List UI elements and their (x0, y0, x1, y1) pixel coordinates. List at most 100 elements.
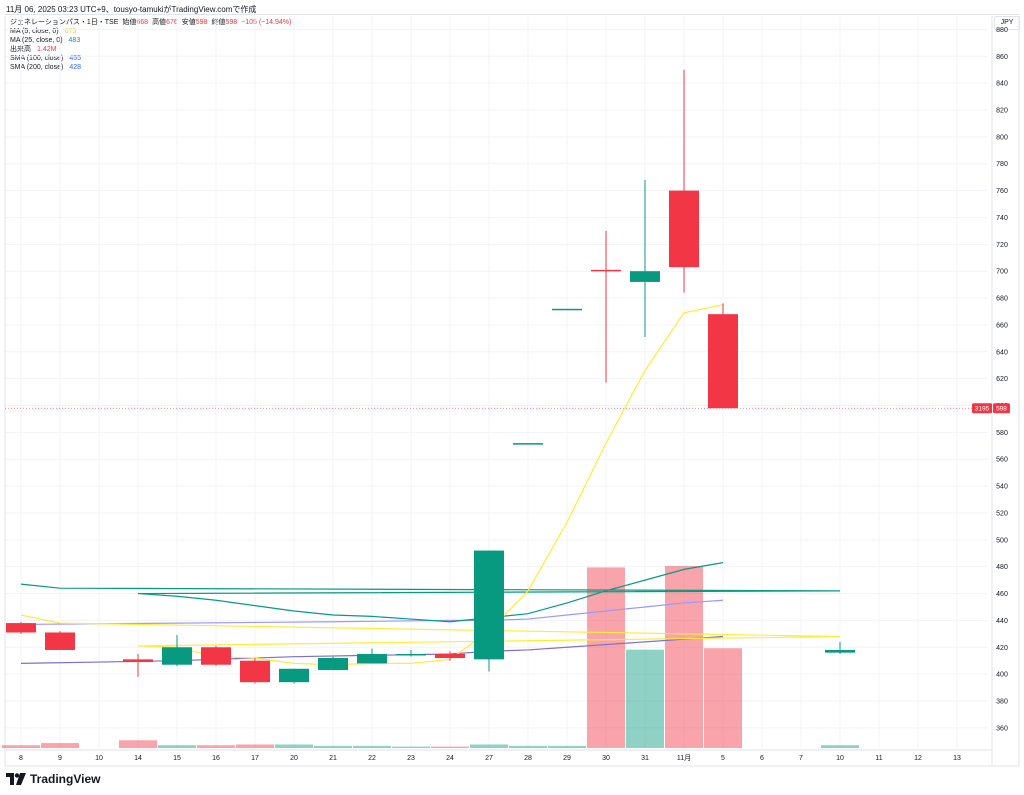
candle-body (123, 659, 153, 663)
candle-body (552, 308, 582, 311)
time-tick-label: 17 (251, 755, 259, 762)
price-tick-label: 440 (996, 618, 1008, 625)
time-tick-label: 8 (19, 755, 23, 762)
volume-bar (275, 744, 313, 748)
price-tick-label: 880 (996, 27, 1008, 34)
price-tick-label: 780 (996, 161, 1008, 168)
price-tick-label: 480 (996, 564, 1008, 571)
price-tick-label: 840 (996, 81, 1008, 88)
price-tick-label: 680 (996, 296, 1008, 303)
ohlc-low: 安値598 (181, 19, 208, 26)
price-tick-label: 740 (996, 215, 1008, 222)
volume-bar (509, 745, 547, 748)
candle-body (396, 653, 426, 656)
volume-bar (314, 745, 352, 748)
time-tick-label: 7 (799, 755, 803, 762)
time-tick-label: 16 (212, 755, 220, 762)
price-tick-label: 460 (996, 591, 1008, 598)
price-change: −105 (−14.94%) (241, 19, 292, 26)
volume-bar (41, 743, 79, 748)
volume-bar (2, 745, 40, 748)
volume-bar (548, 745, 586, 748)
candle-body (630, 271, 660, 282)
volume-bar (587, 567, 625, 748)
time-tick-label: 10 (836, 755, 844, 762)
volume-bar (236, 744, 274, 748)
candle-body (201, 647, 231, 665)
legend-symbol-row: ジェネレーションパス・1日・TSE 始値668 高値676 安値598 終値59… (10, 18, 291, 27)
time-tick-label: 20 (290, 755, 298, 762)
price-tick-label: 620 (996, 376, 1008, 383)
indicator-ma5[interactable]: MA (5, close, 0) 675 (10, 28, 77, 36)
time-axis[interactable]: 8 9 10 14 15 16 17 20 21 22 23 24 27 28 29 30 31 11月 5 6 7 10… (19, 754, 961, 762)
price-tick-label: 500 (996, 537, 1008, 544)
ma25-line (20, 562, 841, 623)
volume-bar (626, 649, 664, 748)
price-tick-label: 540 (996, 484, 1008, 491)
candle-body (513, 443, 543, 445)
time-tick-label: 23 (407, 755, 415, 762)
time-tick-label: 14 (134, 755, 142, 762)
candle-body (708, 314, 738, 409)
chart-caption: 11月 06, 2025 03:23 UTC+9、tousyo-tamukiがT… (6, 5, 257, 14)
time-tick-label: 10 (95, 755, 103, 762)
last-price-label: 598 (996, 406, 1007, 413)
candle-body (6, 623, 36, 633)
volume-bar (470, 744, 508, 748)
price-tick-label: 820 (996, 108, 1008, 115)
time-tick-label: 29 (563, 755, 571, 762)
ohlc-close: 終値598 (211, 19, 238, 26)
price-tick-label: 760 (996, 188, 1008, 195)
time-tick-label: 15 (173, 755, 181, 762)
time-tick-label: 30 (602, 755, 610, 762)
price-tick-label: 800 (996, 134, 1008, 141)
last-price-marker-bg (993, 403, 1010, 414)
price-tick-label: 380 (996, 698, 1008, 705)
indicator-sma200[interactable]: SMA (200, close) 428 (10, 64, 81, 72)
volume-marker-bg (972, 403, 992, 414)
time-tick-label: 11 (875, 755, 882, 762)
candle-body (669, 190, 699, 268)
time-tick-label: 13 (953, 755, 961, 762)
volume-marker-label: 3195 (975, 406, 990, 413)
candle-body (357, 653, 387, 664)
volume-bar (665, 566, 703, 748)
indicator-ma25[interactable]: MA (25, close, 0) 483 (10, 37, 81, 45)
price-tick-label: 720 (996, 242, 1008, 249)
price-tick-label: 700 (996, 269, 1008, 276)
price-tick-label: 560 (996, 457, 1008, 464)
time-tick-label: 21 (329, 755, 337, 762)
candle-body (474, 550, 504, 660)
price-tick-label: 640 (996, 349, 1008, 356)
tradingview-icon (6, 773, 26, 785)
candles (6, 69, 855, 684)
volume-bar (704, 648, 742, 748)
time-tick-label: 24 (446, 755, 454, 762)
volume-bar (197, 745, 235, 748)
time-tick-label: 27 (485, 755, 493, 762)
grid (4, 16, 1020, 767)
time-tick-label: 28 (524, 755, 532, 762)
volume-bar (158, 745, 196, 748)
price-tick-label: 400 (996, 672, 1008, 679)
currency-button[interactable]: JPY (994, 16, 1020, 30)
candle-body (162, 647, 192, 665)
indicator-sma100[interactable]: SMA (100, close) 455 (10, 55, 81, 63)
volume-bar (431, 746, 469, 748)
symbol-name[interactable]: ジェネレーションパス・1日・TSE (10, 19, 119, 26)
price-axis[interactable]: 3603804004204404604805005205405605806006… (996, 27, 1008, 732)
time-tick-label: 9 (58, 755, 62, 762)
price-tick-label: 360 (996, 725, 1008, 732)
last-price-markers: 3195 598 (5, 403, 1010, 414)
candle-body (591, 269, 621, 272)
time-tick-label: 12 (914, 755, 922, 762)
ohlc-open: 始値668 (122, 19, 149, 26)
price-tick-label: 520 (996, 510, 1008, 517)
volume-bar (119, 740, 157, 748)
time-tick-label: 6 (760, 755, 764, 762)
volume-bars (2, 566, 859, 748)
candle-body (279, 668, 309, 683)
tradingview-logo[interactable]: TradingView (6, 772, 100, 786)
price-tick-label: 660 (996, 322, 1008, 329)
